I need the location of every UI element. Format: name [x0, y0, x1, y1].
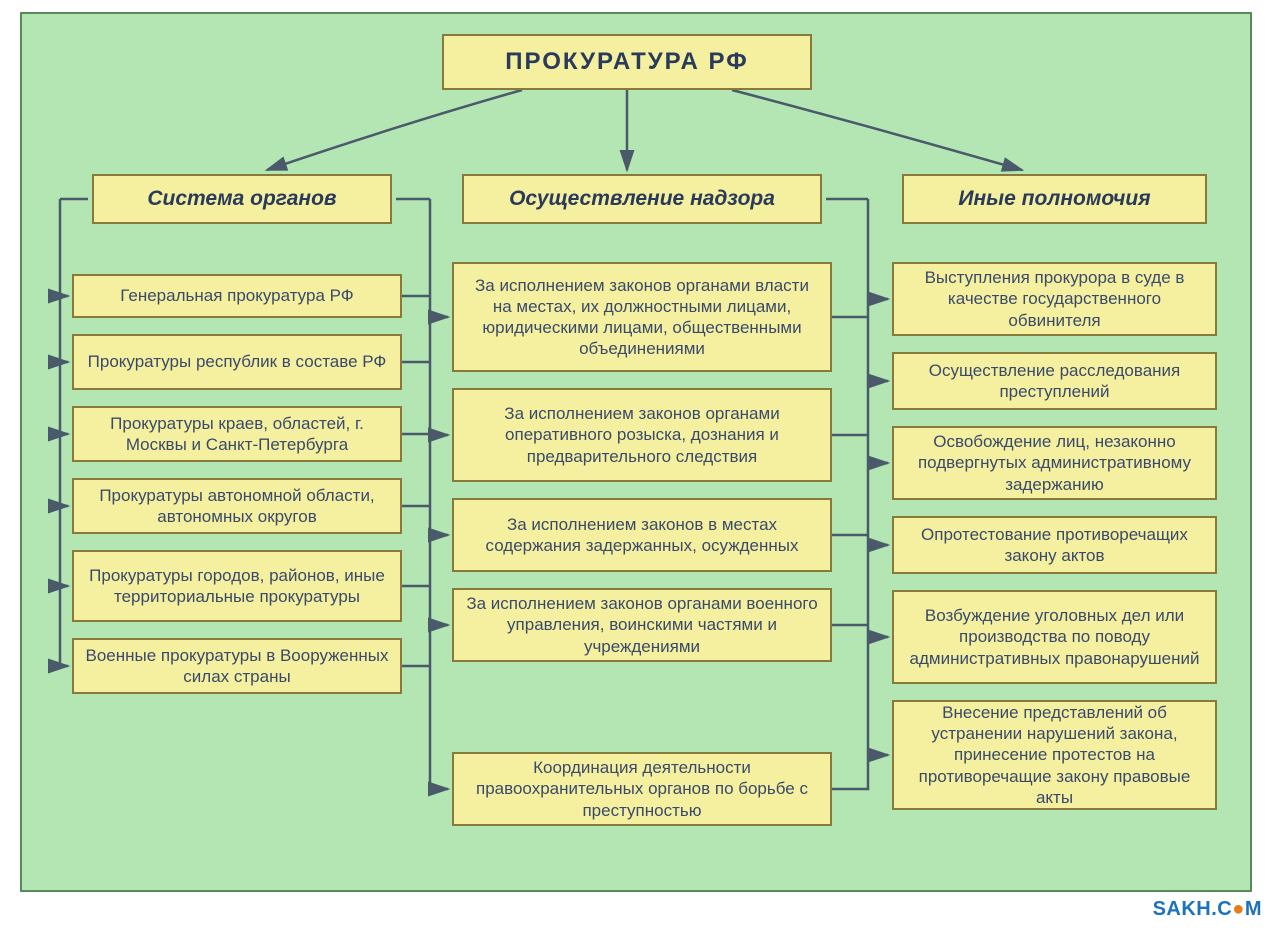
col1-item: Прокуратуры автономной области, автономн…	[72, 478, 402, 534]
col3-item: Опротестование противоречащих закону акт…	[892, 516, 1217, 574]
watermark: SAKH.C●M	[1153, 898, 1262, 921]
header-col3-text: Иные полномочия	[958, 186, 1150, 212]
col3-item: Осуществление расследования преступлений	[892, 352, 1217, 410]
title-box: ПРОКУРАТУРА РФ	[442, 34, 812, 90]
col1-item: Военные прокуратуры в Вооруженных силах …	[72, 638, 402, 694]
col1-item: Прокуратуры краев, областей, г. Москвы и…	[72, 406, 402, 462]
col1-item: Генеральная прокуратура РФ	[72, 274, 402, 318]
col3-item: Освобождение лиц, незаконно подвергнутых…	[892, 426, 1217, 500]
col3-item-text: Внесение представлений об устранении нар…	[904, 702, 1205, 808]
col3-item-text: Опротестование противоречащих закону акт…	[904, 524, 1205, 567]
col3-item-text: Осуществление расследования преступлений	[904, 360, 1205, 403]
col3-item: Возбуждение уголовных дел или производст…	[892, 590, 1217, 684]
col1-item-text: Прокуратуры городов, районов, иные терри…	[84, 565, 390, 608]
header-col2-text: Осуществление надзора	[509, 186, 775, 212]
col1-item: Прокуратуры республик в составе РФ	[72, 334, 402, 390]
header-col1-text: Система органов	[147, 186, 336, 212]
col2-item: За исполнением законов в местах содержан…	[452, 498, 832, 572]
header-col3: Иные полномочия	[902, 174, 1207, 224]
col3-item-text: Возбуждение уголовных дел или производст…	[904, 605, 1205, 669]
col2-item-text: За исполнением законов в местах содержан…	[464, 514, 820, 557]
watermark-left: SAKH.C	[1153, 898, 1233, 920]
col2-item: За исполнением законов органами оператив…	[452, 388, 832, 482]
col1-item-text: Прокуратуры краев, областей, г. Москвы и…	[84, 413, 390, 456]
col1-item-text: Генеральная прокуратура РФ	[120, 285, 353, 306]
col1-item-text: Военные прокуратуры в Вооруженных силах …	[84, 645, 390, 688]
col3-item-text: Освобождение лиц, незаконно подвергнутых…	[904, 431, 1205, 495]
col2-item-text: За исполнением законов органами военного…	[464, 593, 820, 657]
col3-item-text: Выступления прокурора в суде в качестве …	[904, 267, 1205, 331]
watermark-dot: ●	[1232, 898, 1245, 920]
col1-item-text: Прокуратуры республик в составе РФ	[88, 351, 387, 372]
header-col1: Система органов	[92, 174, 392, 224]
diagram-canvas: ПРОКУРАТУРА РФ Система органов Осуществл…	[20, 12, 1252, 892]
header-col2: Осуществление надзора	[462, 174, 822, 224]
col3-item: Внесение представлений об устранении нар…	[892, 700, 1217, 810]
col1-item: Прокуратуры городов, районов, иные терри…	[72, 550, 402, 622]
col2-item: За исполнением законов органами власти н…	[452, 262, 832, 372]
col2-item: За исполнением законов органами военного…	[452, 588, 832, 662]
col3-item: Выступления прокурора в суде в качестве …	[892, 262, 1217, 336]
col2-item-text: За исполнением законов органами власти н…	[464, 275, 820, 360]
title-text: ПРОКУРАТУРА РФ	[505, 47, 748, 77]
col2-coord: Координация деятельности правоохранитель…	[452, 752, 832, 826]
col2-coord-text: Координация деятельности правоохранитель…	[464, 757, 820, 821]
col2-item-text: За исполнением законов органами оператив…	[464, 403, 820, 467]
watermark-right: M	[1245, 898, 1262, 920]
col1-item-text: Прокуратуры автономной области, автономн…	[84, 485, 390, 528]
